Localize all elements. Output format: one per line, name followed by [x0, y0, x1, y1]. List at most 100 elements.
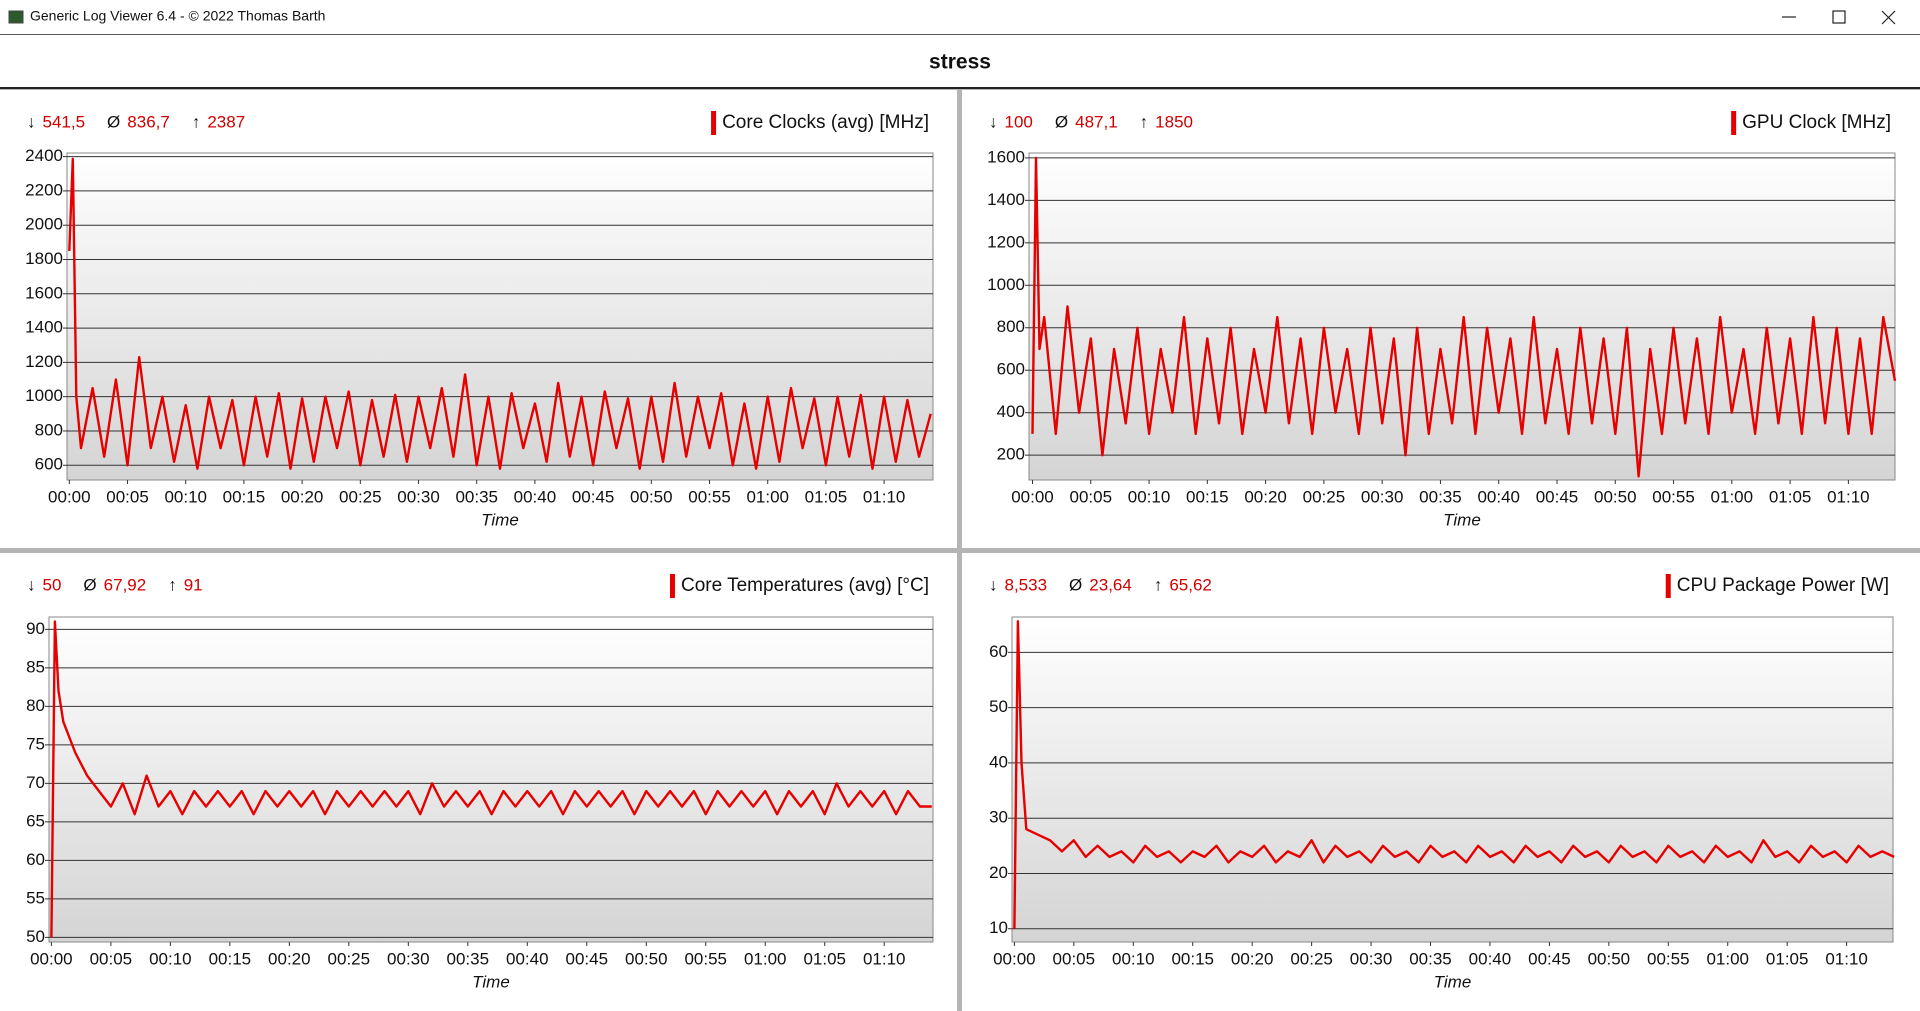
x-tick-label: 00:20	[281, 487, 324, 506]
x-tick-label: 00:05	[90, 949, 133, 968]
legend-label: Core Temperatures (avg) [°C]	[681, 575, 929, 596]
y-tick-label: 2200	[25, 180, 63, 199]
legend-label: Core Clocks (avg) [MHz]	[722, 112, 929, 133]
x-tick-label: 00:55	[684, 949, 727, 968]
y-tick-label: 60	[26, 850, 45, 869]
stat-value: 100	[1005, 112, 1033, 131]
stat-symbol: ↓	[989, 575, 998, 594]
y-tick-label: 60	[989, 642, 1008, 661]
x-tick-label: 00:20	[268, 949, 311, 968]
stat-value: 487,1	[1075, 112, 1118, 131]
y-tick-label: 1800	[25, 249, 63, 268]
x-tick-label: 00:30	[1361, 487, 1404, 506]
data-line	[1031, 156, 1897, 478]
x-tick-label: 00:15	[1171, 949, 1214, 968]
window-title: Generic Log Viewer 6.4 - © 2022 Thomas B…	[30, 8, 325, 24]
x-tick-label: 00:05	[106, 487, 149, 506]
stat-symbol: ↓	[989, 112, 998, 131]
stat-value: 91	[184, 575, 203, 594]
x-tick-label: 00:50	[630, 487, 673, 506]
title-bar	[0, 0, 1920, 34]
x-axis-label: Time	[472, 972, 510, 991]
y-tick-label: 90	[26, 619, 45, 638]
y-tick-label: 30	[989, 808, 1008, 827]
stat-symbol: Ø	[1055, 112, 1068, 131]
x-tick-label: 00:50	[625, 949, 668, 968]
plot-area	[1028, 152, 1896, 481]
legend-swatch	[669, 574, 675, 598]
y-tick-label: 40	[989, 752, 1008, 771]
stat-value: 23,64	[1089, 575, 1132, 594]
x-tick-label: 00:15	[1186, 487, 1229, 506]
x-tick-label: 00:40	[514, 487, 557, 506]
x-tick-label: 00:00	[993, 949, 1036, 968]
x-tick-label: 01:05	[1766, 949, 1809, 968]
x-tick-label: 00:10	[149, 949, 192, 968]
x-tick-label: 00:40	[1477, 487, 1520, 506]
x-tick-label: 01:05	[803, 949, 846, 968]
y-tick-label: 1000	[987, 275, 1025, 294]
x-tick-label: 00:55	[688, 487, 731, 506]
x-tick-label: 00:10	[1112, 949, 1155, 968]
y-tick-label: 1400	[25, 318, 63, 337]
x-tick-label: 00:35	[1419, 487, 1462, 506]
x-tick-label: 00:30	[397, 487, 440, 506]
stat-value: 65,62	[1169, 575, 1212, 594]
y-tick-label: 1200	[25, 352, 63, 371]
x-tick-label: 00:05	[1053, 949, 1096, 968]
app-icon	[8, 10, 24, 24]
x-tick-label: 01:10	[1825, 949, 1868, 968]
y-tick-label: 1400	[987, 190, 1025, 209]
data-line	[1013, 620, 1895, 929]
x-tick-label: 01:00	[746, 487, 789, 506]
x-tick-label: 00:35	[1409, 949, 1452, 968]
stat-symbol: ↑	[1154, 575, 1163, 594]
stat-symbol: ↓	[27, 575, 36, 594]
x-tick-label: 01:10	[863, 487, 906, 506]
x-tick-label: 00:40	[1469, 949, 1512, 968]
y-tick-label: 1600	[987, 147, 1025, 166]
x-tick-label: 00:05	[1070, 487, 1113, 506]
y-tick-label: 2400	[25, 146, 63, 165]
legend-swatch	[1665, 574, 1671, 598]
header-band	[0, 34, 1920, 88]
data-line	[68, 157, 932, 470]
x-tick-label: 00:30	[1350, 949, 1393, 968]
stat-value: 8,533	[1005, 575, 1048, 594]
y-tick-label: 600	[35, 455, 63, 474]
y-tick-label: 600	[997, 360, 1025, 379]
x-tick-label: 00:45	[566, 949, 609, 968]
stat-symbol: ↑	[168, 575, 177, 594]
x-tick-label: 00:50	[1588, 949, 1631, 968]
stat-value: 836,7	[127, 112, 170, 131]
x-tick-label: 00:25	[328, 949, 371, 968]
y-tick-label: 2000	[25, 215, 63, 234]
x-tick-label: 00:00	[1011, 487, 1054, 506]
y-tick-label: 800	[997, 317, 1025, 336]
x-tick-label: 00:50	[1594, 487, 1637, 506]
x-tick-label: 00:10	[164, 487, 207, 506]
stat-symbol: ↑	[192, 112, 201, 131]
y-tick-label: 50	[989, 697, 1008, 716]
stat-value: 50	[43, 575, 62, 594]
x-tick-label: 00:30	[387, 949, 430, 968]
x-tick-label: 00:00	[48, 487, 91, 506]
y-tick-label: 1000	[25, 386, 63, 405]
y-tick-label: 10	[989, 918, 1008, 937]
y-tick-label: 70	[26, 773, 45, 792]
y-tick-label: 800	[35, 420, 63, 439]
close-button[interactable]	[1881, 10, 1896, 25]
x-tick-label: 00:40	[506, 949, 549, 968]
legend-swatch	[711, 111, 717, 135]
x-tick-label: 00:15	[223, 487, 266, 506]
legend-label: CPU Package Power [W]	[1677, 575, 1889, 596]
x-tick-label: 01:05	[1769, 487, 1812, 506]
stat-value: 67,92	[104, 575, 147, 594]
x-tick-label: 00:00	[30, 949, 73, 968]
stat-value: 1850	[1155, 112, 1193, 131]
x-tick-label: 00:25	[1290, 949, 1333, 968]
x-tick-label: 01:00	[744, 949, 787, 968]
maximize-button[interactable]	[1832, 10, 1846, 24]
